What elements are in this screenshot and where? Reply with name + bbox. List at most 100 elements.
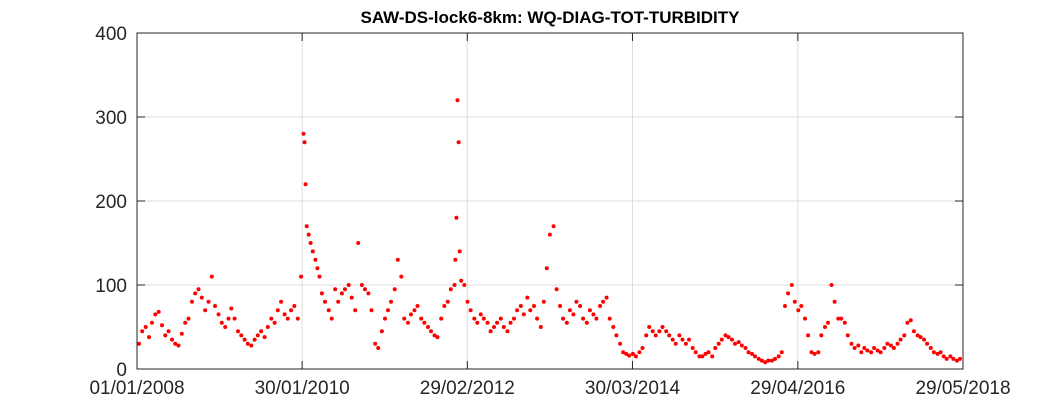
- data-point: [193, 291, 198, 296]
- data-point: [776, 354, 781, 359]
- data-point: [386, 308, 390, 313]
- data-point: [462, 283, 467, 287]
- data-point: [186, 316, 191, 321]
- data-point: [308, 241, 313, 245]
- data-point: [849, 341, 854, 346]
- data-point: [607, 316, 612, 321]
- data-point: [452, 283, 457, 287]
- data-point: [515, 308, 520, 313]
- data-point: [310, 249, 315, 254]
- data-point: [865, 348, 870, 353]
- data-point: [786, 291, 791, 296]
- data-point: [485, 320, 490, 325]
- data-point: [426, 325, 430, 329]
- data-point: [799, 304, 804, 308]
- x-tick-label: 01/01/2008: [89, 378, 184, 399]
- data-point: [878, 350, 883, 355]
- data-point: [584, 320, 589, 325]
- data-point: [439, 316, 444, 321]
- data-point: [339, 291, 344, 296]
- data-point: [726, 335, 731, 340]
- data-point: [931, 350, 936, 355]
- data-point: [640, 346, 645, 350]
- data-point: [574, 299, 579, 304]
- y-tick-label: 200: [95, 192, 127, 213]
- x-tick-label: 30/03/2014: [585, 378, 681, 399]
- data-point: [783, 304, 787, 308]
- data-point: [627, 353, 632, 358]
- data-point: [275, 308, 280, 313]
- data-point: [753, 354, 757, 359]
- data-point: [492, 325, 496, 329]
- data-point: [842, 320, 847, 325]
- data-point: [392, 287, 397, 292]
- data-point: [359, 283, 364, 287]
- data-point: [558, 304, 563, 308]
- data-point: [206, 299, 211, 304]
- data-point: [647, 325, 652, 329]
- data-point: [532, 304, 536, 308]
- data-point: [547, 232, 552, 237]
- data-point: [432, 333, 437, 338]
- data-point: [429, 329, 433, 334]
- data-point: [153, 312, 158, 317]
- data-point: [809, 350, 814, 355]
- data-point: [166, 329, 171, 334]
- data-point: [779, 350, 784, 355]
- data-point: [538, 325, 543, 329]
- y-tick-label: 100: [95, 276, 127, 297]
- data-point: [554, 287, 559, 292]
- data-point: [719, 337, 724, 342]
- data-point: [143, 325, 148, 329]
- data-point: [349, 295, 354, 300]
- data-point: [505, 329, 510, 334]
- data-point: [690, 346, 695, 350]
- data-point: [759, 358, 764, 363]
- data-point: [944, 356, 949, 361]
- data-point: [650, 329, 655, 334]
- data-point: [379, 329, 384, 334]
- data-point: [697, 354, 702, 359]
- data-point: [587, 308, 592, 313]
- data-point: [454, 215, 459, 220]
- data-point: [591, 312, 596, 317]
- data-point: [448, 287, 453, 292]
- data-point: [604, 295, 609, 300]
- data-point: [816, 350, 821, 355]
- data-point: [435, 335, 440, 340]
- data-point: [525, 295, 530, 300]
- data-point: [249, 343, 254, 348]
- data-point: [262, 335, 267, 340]
- data-point: [723, 333, 728, 338]
- data-point: [373, 341, 378, 346]
- data-point: [832, 299, 837, 304]
- data-point: [272, 320, 277, 325]
- x-tick-label: 29/05/2018: [915, 378, 1010, 399]
- data-point: [653, 333, 658, 338]
- data-point: [488, 329, 493, 334]
- data-point: [415, 304, 420, 308]
- data-point: [564, 320, 569, 325]
- data-point: [611, 325, 616, 329]
- data-point: [911, 329, 916, 334]
- data-point: [683, 341, 688, 346]
- data-point: [313, 257, 318, 262]
- data-point: [292, 304, 297, 308]
- data-point: [746, 350, 751, 355]
- data-point: [409, 312, 413, 317]
- data-point: [269, 316, 274, 321]
- data-point: [687, 337, 691, 342]
- data-point: [176, 343, 181, 348]
- data-point: [399, 274, 404, 279]
- data-point: [594, 316, 599, 321]
- data-point: [951, 356, 956, 361]
- data-point: [895, 341, 900, 346]
- data-point: [285, 316, 290, 321]
- data-point: [915, 333, 920, 338]
- data-point: [252, 337, 257, 342]
- data-point: [242, 337, 247, 342]
- data-point: [245, 341, 250, 346]
- data-point: [209, 274, 214, 279]
- data-point: [239, 333, 244, 338]
- data-point: [614, 333, 619, 338]
